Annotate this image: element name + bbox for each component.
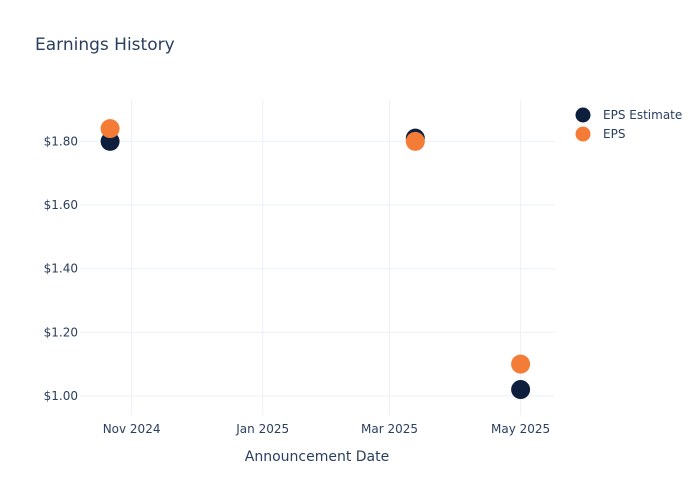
data-points [100,119,531,400]
y-tick-label: $1.80 [44,134,78,148]
x-tick-label: Mar 2025 [361,422,418,436]
y-tick-label: $1.60 [44,198,78,212]
y-tick-label: $1.00 [44,389,78,403]
x-tick-label: Jan 2025 [235,422,289,436]
grid [80,100,555,415]
legend-marker-icon [575,126,591,142]
chart-title: Earnings History [35,35,175,55]
legend-label: EPS Estimate [603,108,682,122]
eps-point[interactable] [405,131,425,151]
legend-marker-icon [575,107,591,123]
legend[interactable]: EPS Estimate EPS [575,107,683,142]
x-axis-ticks: Nov 2024 Jan 2025 Mar 2025 May 2025 [103,422,551,436]
eps-point[interactable] [511,354,531,374]
x-tick-label: May 2025 [491,422,550,436]
y-tick-label: $1.20 [44,325,78,339]
y-tick-label: $1.40 [44,262,78,276]
x-tick-label: Nov 2024 [103,422,161,436]
y-axis-ticks: $1.00 $1.20 $1.40 $1.60 $1.80 [44,134,78,403]
legend-label: EPS [603,127,625,141]
eps-estimate-point[interactable] [511,380,531,400]
x-axis-title: Announcement Date [245,449,389,465]
eps-point[interactable] [100,119,120,139]
legend-item-eps-estimate[interactable]: EPS Estimate [575,107,683,123]
legend-item-eps[interactable]: EPS [575,126,626,142]
